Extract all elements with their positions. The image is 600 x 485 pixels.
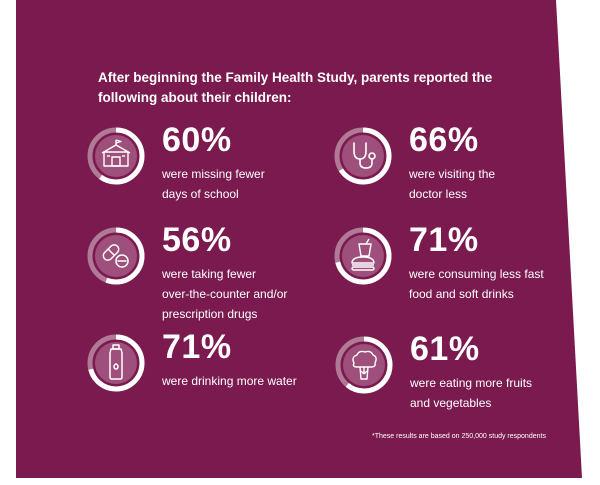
stat-line: doctor less — [409, 187, 468, 201]
progress-ring — [87, 227, 145, 285]
stat-percent: 71% — [409, 221, 479, 259]
stat-line: and vegetables — [410, 396, 492, 410]
progress-ring — [87, 334, 145, 392]
school-icon — [101, 139, 131, 167]
progress-ring — [335, 336, 393, 394]
stat-percent: 60% — [162, 121, 232, 159]
stat-description: were eating more fruits and vegetables — [410, 373, 580, 413]
stat-line: were missing fewer — [162, 167, 265, 181]
stat-line: were visiting the — [409, 167, 496, 181]
broccoli-icon — [352, 350, 377, 380]
stat-description: were consuming less fast food and soft d… — [409, 264, 579, 304]
stat-percent: 71% — [162, 328, 232, 366]
stat-line: were consuming less fast — [409, 267, 544, 281]
stat-line: were drinking more water — [162, 374, 297, 388]
stat-line: over-the-counter and/or — [162, 287, 288, 301]
stat-line: were eating more fruits — [410, 376, 533, 390]
stat-percent: 61% — [410, 330, 480, 368]
pills-icon — [102, 244, 129, 268]
stat-line: food and soft drinks — [409, 287, 514, 301]
progress-ring — [334, 127, 392, 185]
water-bottle-icon — [109, 344, 123, 380]
stat-description: were visiting the doctor less — [409, 164, 579, 204]
progress-ring — [87, 127, 145, 185]
progress-ring — [334, 227, 392, 285]
stat-percent: 66% — [409, 121, 479, 159]
stat-percent: 56% — [162, 221, 232, 259]
fast-food-icon — [351, 238, 375, 271]
stat-description: were missing fewer days of school — [162, 164, 332, 204]
stat-line: were taking fewer — [162, 267, 257, 281]
stat-description: were drinking more water — [162, 371, 332, 391]
stat-line: days of school — [162, 187, 239, 201]
intro-text: After beginning the Family Health Study,… — [98, 70, 493, 105]
stat-description: were taking fewer over-the-counter and/o… — [162, 264, 332, 324]
stat-line: prescription drugs — [162, 307, 258, 321]
footnote: *These results are based on 250,000 stud… — [372, 433, 546, 440]
stethoscope-icon — [353, 142, 376, 169]
